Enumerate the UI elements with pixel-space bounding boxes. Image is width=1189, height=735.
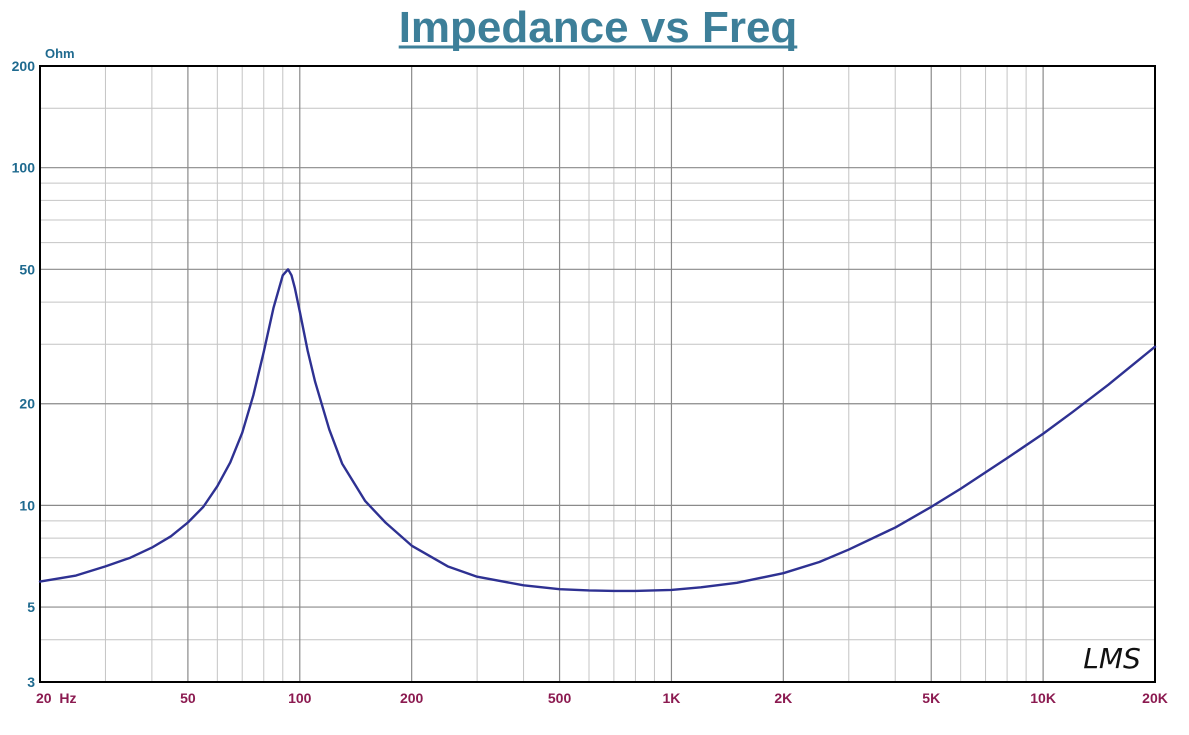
grid-minor	[40, 66, 1155, 682]
chart-title: Impedance vs Freq	[399, 3, 798, 52]
x-tick-label: 1K	[662, 690, 680, 706]
lms-logo: LMS	[1083, 642, 1141, 675]
x-tick-label: 2K	[774, 690, 792, 706]
y-tick-label: 5	[27, 599, 35, 615]
series-layer	[38, 268, 1157, 593]
x-tick-labels: 20 Hz 50 100 200 500 1K 2K 5K 10K 20K	[36, 690, 1168, 706]
x-tick-label: 500	[548, 690, 572, 706]
y-tick-labels: 3 5 10 20 50 100 200	[12, 58, 36, 690]
y-tick-label: 20	[19, 396, 35, 412]
x-tick-label: 20 Hz	[36, 690, 76, 706]
y-tick-label: 10	[19, 497, 35, 513]
x-tick-label: 10K	[1030, 690, 1056, 706]
y-axis-unit-label: Ohm	[45, 46, 75, 61]
impedance-curve-line	[38, 268, 1157, 593]
grid-major	[40, 66, 1155, 682]
plot-frame	[39, 65, 1156, 683]
y-tick-label: 50	[19, 261, 35, 277]
x-tick-label: 200	[400, 690, 424, 706]
x-tick-label: 5K	[922, 690, 940, 706]
y-tick-label: 3	[27, 674, 35, 690]
y-tick-label: 100	[12, 160, 36, 176]
x-tick-label: 100	[288, 690, 312, 706]
x-tick-label: 50	[180, 690, 196, 706]
y-tick-label: 200	[12, 58, 36, 74]
x-tick-label: 20K	[1142, 690, 1168, 706]
